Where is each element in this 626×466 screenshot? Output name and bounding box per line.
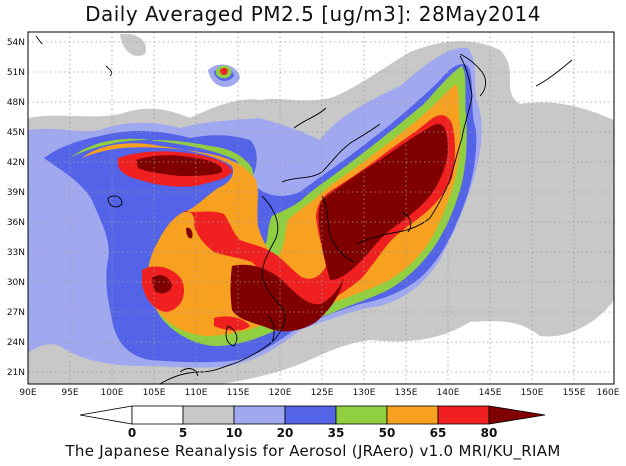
lat-tick-label: 39N <box>7 188 25 198</box>
lon-tick-label: 100E <box>101 388 124 398</box>
lon-tick-label: 125E <box>311 388 334 398</box>
lon-tick-label: 155E <box>563 388 586 398</box>
colorbar-label: 5 <box>179 426 187 440</box>
gridlines <box>28 32 614 384</box>
colorbar-segment <box>335 405 388 425</box>
lat-tick-label: 51N <box>7 68 25 78</box>
lon-tick-label: 140E <box>437 388 460 398</box>
colorbar-segment <box>233 405 286 425</box>
lon-tick-label: 150E <box>521 388 544 398</box>
colorbar: 0 5 10 20 35 50 65 80 <box>79 405 546 440</box>
colorbar-label: 80 <box>481 426 498 440</box>
colorbar-label: 0 <box>128 426 136 440</box>
lon-tick-label: 95E <box>61 388 78 398</box>
latitude-ticks: 54N 51N 48N 45N 42N 39N 36N 33N 30N 27N … <box>7 38 25 378</box>
lat-tick-label: 30N <box>7 278 25 288</box>
colorbar-segment <box>131 405 184 425</box>
colorbar-over-arrow <box>488 405 546 425</box>
concentration-field <box>28 33 614 384</box>
colorbar-label: 20 <box>277 426 294 440</box>
map-title: Daily Averaged PM2.5 [ug/m3]: 28May2014 <box>85 2 541 26</box>
lat-tick-label: 42N <box>7 158 25 168</box>
longitude-ticks: 90E 95E 100E 105E 110E 115E 120E 125E 13… <box>19 388 619 398</box>
footer-credit: The Japanese Reanalysis for Aerosol (JRA… <box>65 442 561 460</box>
lat-tick-label: 33N <box>7 248 25 258</box>
lat-tick-label: 27N <box>7 308 25 318</box>
lat-tick-label: 24N <box>7 338 25 348</box>
colorbar-label: 10 <box>226 426 243 440</box>
colorbar-segment <box>437 405 490 425</box>
coastlines <box>35 35 573 384</box>
lat-tick-label: 36N <box>7 218 25 228</box>
lon-tick-label: 90E <box>19 388 36 398</box>
lon-tick-label: 120E <box>269 388 292 398</box>
lon-tick-label: 135E <box>395 388 418 398</box>
lat-tick-label: 21N <box>7 368 25 378</box>
lon-tick-label: 145E <box>479 388 502 398</box>
lon-tick-label: 110E <box>185 388 208 398</box>
lat-tick-label: 45N <box>7 128 25 138</box>
lon-tick-label: 105E <box>143 388 166 398</box>
colorbar-label: 50 <box>379 426 396 440</box>
colorbar-label: 65 <box>430 426 447 440</box>
colorbar-segment <box>386 405 439 425</box>
colorbar-segment <box>182 405 235 425</box>
lon-tick-label: 160E <box>597 388 620 398</box>
colorbar-label: 35 <box>328 426 345 440</box>
colorbar-under-arrow <box>79 405 133 425</box>
lat-tick-label: 54N <box>7 38 25 48</box>
lat-tick-label: 48N <box>7 98 25 108</box>
colorbar-segment <box>284 405 337 425</box>
lon-tick-label: 115E <box>227 388 250 398</box>
lon-tick-label: 130E <box>353 388 376 398</box>
